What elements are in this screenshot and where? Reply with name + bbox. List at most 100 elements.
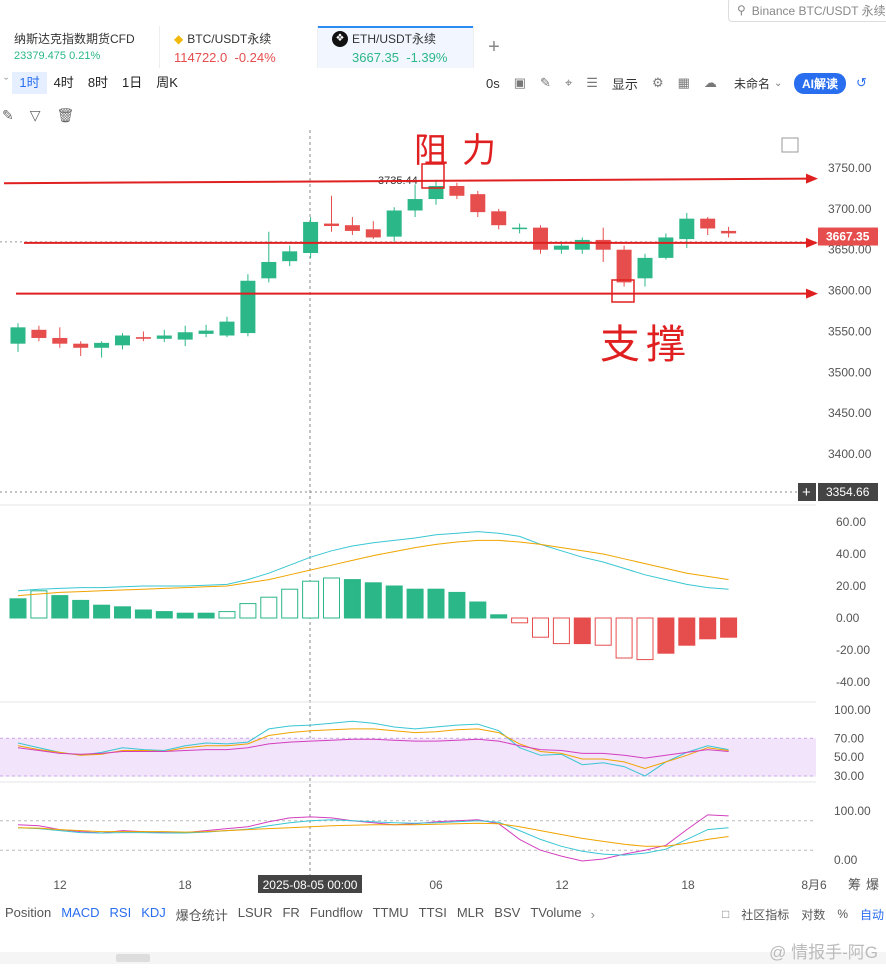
macd-tick: 0.00 [836, 611, 860, 625]
macd-tick: 60.00 [836, 515, 866, 529]
interval-1h[interactable]: 1时 [12, 72, 47, 94]
percent-scale-toggle[interactable]: % [837, 907, 848, 921]
log-scale-toggle[interactable]: 对数 [801, 907, 826, 922]
macd-bar [615, 617, 633, 659]
macd-pane: 60.00 40.00 20.00 0.00 -20.00 -40.00 [9, 515, 870, 689]
macd-bar [678, 617, 696, 646]
last-price-tag [818, 227, 878, 246]
layers-icon[interactable]: ☰ [586, 75, 598, 90]
time-tick: 18 [681, 878, 695, 892]
indicator-2[interactable]: RSI [109, 904, 132, 920]
display-button[interactable]: 显示 [611, 76, 638, 92]
chevron-down-icon[interactable]: ⌄ [774, 77, 783, 89]
time-tick: 18 [178, 878, 192, 892]
indicator-9[interactable]: TTSI [418, 904, 447, 920]
cloud-icon[interactable]: ☁ [703, 75, 717, 90]
kdj-tick: 0.00 [834, 853, 858, 867]
price-tick: 3400.00 [828, 447, 872, 461]
interval-1d[interactable]: 1日 [122, 75, 143, 90]
rsi-line-1 [17, 720, 729, 777]
add-tab-button[interactable]: + [488, 35, 500, 58]
price-tick: 3600.00 [828, 284, 872, 298]
community-indicators[interactable]: 社区指标 [741, 907, 790, 922]
template-icon[interactable]: ▦ [677, 75, 690, 90]
arrow-head-0 [806, 173, 818, 184]
tab-eth-change: -1.39% [406, 50, 448, 65]
indicator-3[interactable]: KDJ [141, 904, 166, 920]
community-icon[interactable]: □ [722, 907, 730, 921]
macd-bar [197, 612, 215, 619]
candles: 3735.44 [10, 175, 737, 358]
trash-icon[interactable]: 🗑 [56, 106, 75, 123]
ai-analysis-button[interactable]: AI解读 [794, 72, 847, 94]
macd-dea-line [17, 539, 729, 597]
price-tick: 3650.00 [828, 243, 872, 257]
tab-eth-label: ETH/USDT永续 [352, 32, 437, 46]
last-price-value: 3667.35 [826, 230, 870, 244]
macd-bar [176, 612, 194, 619]
interval-week[interactable]: 周K [156, 75, 178, 90]
candle-body [553, 245, 569, 250]
tab-nasdaq[interactable]: 纳斯达克指数期货CFD 23379.475 0.21% [0, 26, 160, 68]
tab-btc-price: 114722.0 [174, 50, 228, 65]
indicator-6[interactable]: FR [282, 904, 300, 920]
price-tick: 3550.00 [828, 324, 872, 338]
rsi-tick: 70.00 [834, 731, 864, 745]
candle-body [679, 218, 695, 240]
macd-bar [239, 603, 257, 619]
macd-tick: 40.00 [836, 547, 866, 561]
candle-body [156, 335, 172, 339]
macd-bar [573, 617, 591, 645]
auto-scale-toggle[interactable]: 自动 [859, 907, 884, 922]
time-tick: 12 [555, 878, 569, 892]
macd-bar [657, 617, 675, 654]
scroll-thumb[interactable] [116, 954, 150, 962]
crosshair-price-tag [818, 483, 878, 501]
interval-8h[interactable]: 8时 [87, 75, 109, 90]
horizontal-scrollbar[interactable] [0, 952, 886, 964]
search-box[interactable]: ⚲ Binance BTC/USDT 永续 [728, 0, 886, 22]
candle-body [240, 280, 256, 334]
share-icon[interactable]: ↺ [856, 75, 867, 90]
macd-bar [532, 617, 549, 638]
candle-body [73, 343, 89, 348]
time-tick: 2025-08-05 00:00 [263, 878, 358, 892]
time-tick: 06 [429, 878, 443, 892]
settings-icon[interactable]: ⚙ [651, 75, 664, 90]
camera-icon[interactable]: ▣ [513, 75, 527, 90]
indicator-list: Position MACD RSI KDJ 爆仓统计 LSUR FR Fundflow TTMU… [0, 905, 587, 924]
tab-btc[interactable]: ◆ BTC/USDT永续 114722.0 -0.24% [160, 26, 318, 68]
macd-bar [552, 617, 570, 645]
macd-bar [9, 598, 27, 619]
chevron-right-icon[interactable]: › [590, 906, 595, 922]
interval-4h[interactable]: 4时 [53, 75, 74, 90]
crop-icon[interactable]: ⌖ [564, 75, 573, 90]
macd-bar [323, 577, 340, 619]
indicator-1[interactable]: MACD [61, 904, 100, 920]
candle-body [574, 239, 590, 250]
macd-bar [469, 601, 487, 619]
crosshair-plus-icon: + [802, 484, 811, 501]
candle-body [658, 237, 674, 258]
indicator-7[interactable]: Fundflow [309, 904, 363, 920]
macd-bar [511, 617, 529, 624]
indicator-11[interactable]: BSV [494, 904, 521, 920]
candle-body [261, 261, 277, 279]
candle-body [386, 210, 402, 237]
filter-icon[interactable]: ▽ [29, 106, 41, 123]
indicator-8[interactable]: TTMU [372, 904, 409, 920]
layout-name[interactable]: 未命名 [734, 76, 771, 91]
indicator-12[interactable]: TVolume [530, 904, 582, 920]
indicator-0[interactable]: Position [5, 904, 52, 920]
macd-bar [93, 604, 111, 619]
macd-bar [72, 599, 90, 619]
tab-eth[interactable]: ❖ ETH/USDT永续 3667.35 -1.39% [318, 26, 474, 68]
indicator-4[interactable]: 爆仓统计 [175, 907, 228, 923]
indicator-10[interactable]: MLR [456, 904, 485, 920]
macd-bar [260, 596, 278, 619]
brush-icon[interactable]: ✎ [2, 106, 14, 123]
indicator-5[interactable]: LSUR [237, 904, 273, 920]
pen-icon[interactable]: ✎ [540, 75, 551, 90]
